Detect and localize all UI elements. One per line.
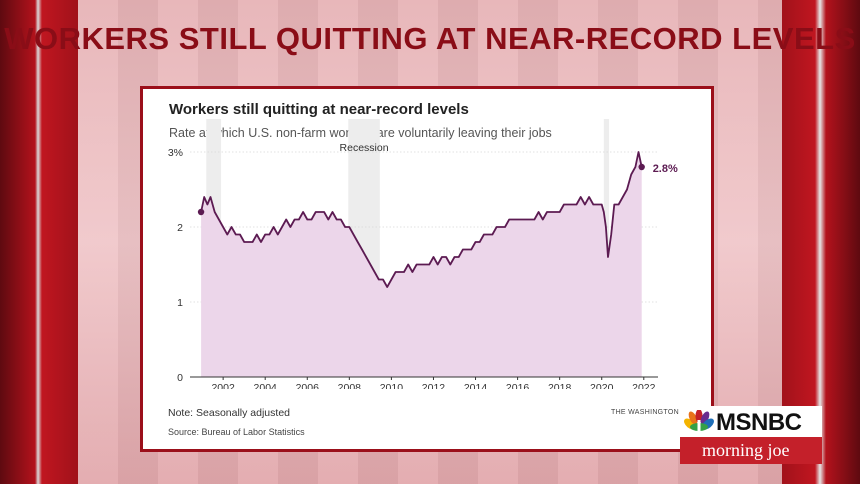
quit-rate-chart: Recession 0 1 2 3% 2.8% 2002 2004 2006 2008 2010 20… xyxy=(168,119,678,389)
x-tick-label-7: 2016 xyxy=(506,382,530,389)
chart-credit: THE WASHINGTON POST xyxy=(611,409,702,416)
show-name: morning joe xyxy=(702,440,790,460)
network-name: MSNBC xyxy=(716,409,802,436)
y-tick-label-0: 0 xyxy=(177,372,183,384)
peacock-icon xyxy=(684,410,714,432)
chart-note: Note: Seasonally adjusted xyxy=(168,407,290,419)
series-line xyxy=(200,151,643,288)
chart-source: Source: Bureau of Labor Statistics xyxy=(168,427,305,437)
x-tick-label-10: 2022 xyxy=(632,382,656,389)
end-point xyxy=(638,163,645,171)
x-tick-label-5: 2012 xyxy=(422,382,446,389)
y-tick-label-2: 2 xyxy=(177,222,183,234)
y-tick-label-1: 1 xyxy=(177,297,183,309)
x-tick-label-1: 2004 xyxy=(254,382,278,389)
x-tick-label-3: 2008 xyxy=(338,382,362,389)
start-point xyxy=(197,208,205,216)
x-tick-label-0: 2002 xyxy=(211,382,235,389)
x-tick-label-2: 2006 xyxy=(296,382,320,389)
headline: WORKERS STILL QUITTING AT NEAR-RECORD LE… xyxy=(4,21,856,56)
y-tick-label-3: 3% xyxy=(168,147,183,159)
end-value-label: 2.8% xyxy=(653,163,678,175)
chart-title: Workers still quitting at near-record le… xyxy=(169,101,469,118)
msnbc-morning-joe-logo: MSNBC morning joe xyxy=(680,406,822,464)
x-tick-label-8: 2018 xyxy=(548,382,572,389)
x-tick-label-9: 2020 xyxy=(590,382,614,389)
chart-card: Workers still quitting at near-record le… xyxy=(140,86,714,452)
recession-label: Recession xyxy=(340,142,389,154)
x-tick-label-4: 2010 xyxy=(380,382,404,389)
x-tick-label-6: 2014 xyxy=(464,382,488,389)
